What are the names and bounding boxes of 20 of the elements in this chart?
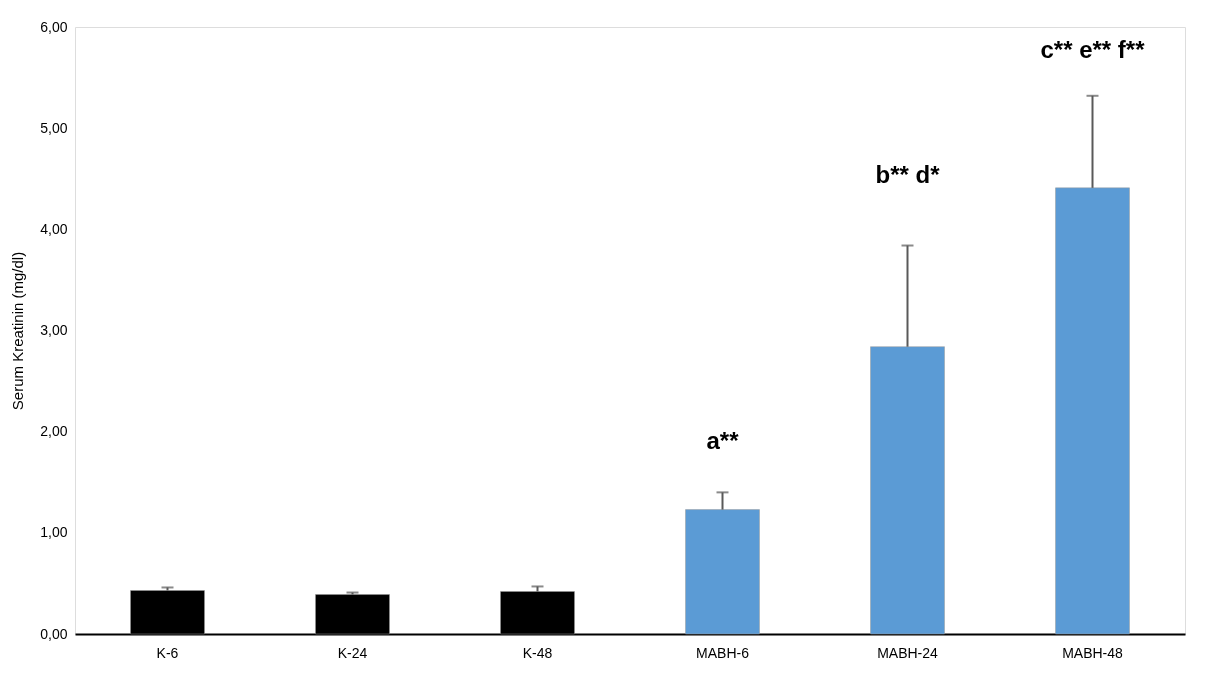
bar: [870, 346, 945, 635]
y-tick-label: 6,00: [40, 18, 68, 35]
y-tick-label: 3,00: [40, 322, 68, 338]
bar: [1055, 187, 1130, 635]
y-tick-label: 2,00: [40, 423, 68, 440]
x-tick-label: K-48: [522, 644, 553, 661]
y-tick-label: 5,00: [40, 119, 68, 136]
y-tick-label: 1,00: [40, 524, 68, 541]
annotation: b** d*: [875, 160, 941, 188]
annotation: a**: [706, 427, 740, 455]
x-tick-label: MABH-24: [877, 644, 939, 661]
x-tick-label: MABH-48: [1062, 644, 1124, 661]
y-axis-title: Serum Kreatinin (mg/dl): [9, 251, 27, 411]
x-tick-label: K-6: [156, 644, 179, 661]
bar: [685, 509, 760, 635]
x-tick-label: K-24: [337, 644, 368, 661]
annotation: c** e** f**: [1040, 35, 1146, 63]
y-tick-label: 4,00: [40, 220, 68, 237]
y-tick-label: 0,00: [40, 625, 68, 642]
x-tick-label: MABH-6: [696, 644, 750, 661]
